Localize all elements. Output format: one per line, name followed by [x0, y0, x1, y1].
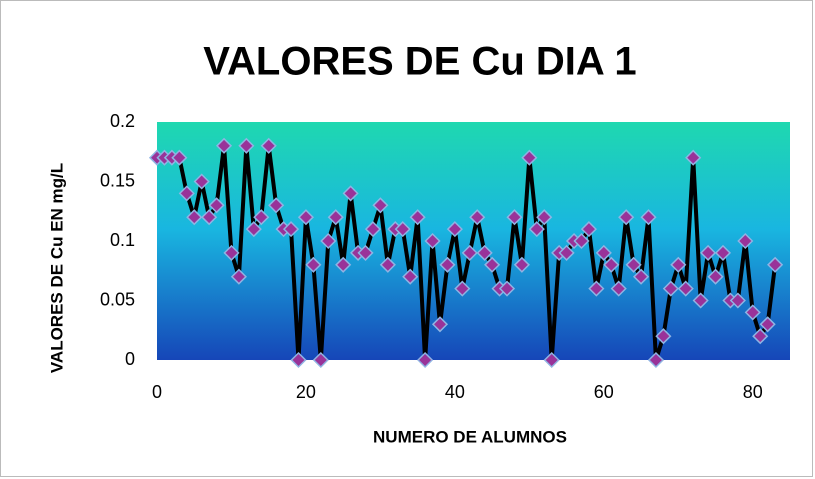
- data-point: [543, 351, 560, 369]
- data-point: [521, 149, 538, 166]
- data-point: [640, 209, 657, 226]
- data-point: [767, 256, 784, 273]
- data-point: [714, 244, 732, 261]
- y-tick-label: 0: [125, 349, 135, 369]
- chart-title: VALORES DE Cu DIA 1: [203, 40, 636, 84]
- data-point: [364, 221, 382, 238]
- data-point: [215, 137, 233, 154]
- data-point: [759, 316, 776, 333]
- data-point: [647, 351, 665, 369]
- data-point: [238, 137, 255, 154]
- y-axis-title: VALORES DE Cu EN mg/L: [47, 163, 66, 373]
- data-point: [260, 137, 277, 154]
- data-point: [588, 280, 605, 297]
- data-point: [178, 185, 195, 202]
- data-point: [312, 351, 329, 369]
- x-tick-label: 80: [743, 382, 763, 402]
- data-point: [186, 209, 203, 226]
- data-point: [476, 244, 493, 261]
- data-point: [342, 185, 359, 202]
- data-point: [439, 256, 456, 273]
- data-point: [595, 244, 612, 261]
- data-point: [558, 244, 575, 261]
- data-point: [357, 244, 374, 261]
- data-point: [685, 149, 702, 166]
- x-tick-label: 0: [152, 382, 162, 402]
- data-point: [335, 256, 352, 273]
- data-point: [700, 244, 717, 261]
- data-point: [327, 209, 344, 226]
- data-point: [431, 316, 449, 333]
- data-point: [394, 221, 411, 238]
- data-point: [469, 209, 486, 226]
- y-tick-label: 0.2: [110, 111, 135, 131]
- data-point: [282, 221, 300, 238]
- data-point: [692, 292, 709, 309]
- data-point: [245, 221, 262, 238]
- data-point: [498, 280, 516, 297]
- data-point: [230, 268, 247, 285]
- data-point: [446, 221, 463, 238]
- data-point: [625, 256, 642, 273]
- data-point: [223, 244, 240, 261]
- data-point: [580, 221, 597, 238]
- data-point: [417, 351, 434, 369]
- data-point: [484, 256, 501, 273]
- data-point: [201, 209, 218, 226]
- x-axis-title: NUMERO DE ALUMNOS: [373, 427, 567, 446]
- x-tick-label: 40: [445, 382, 465, 402]
- data-point: [528, 221, 545, 238]
- data-point: [707, 268, 724, 285]
- data-point: [290, 351, 307, 369]
- data-point: [208, 197, 225, 214]
- x-tick-label: 20: [296, 382, 316, 402]
- y-tick-label: 0.05: [100, 289, 135, 309]
- data-point: [610, 280, 627, 297]
- x-tick-label: 60: [594, 382, 614, 402]
- data-point: [454, 280, 471, 297]
- data-point: [268, 197, 285, 214]
- y-tick-label: 0.1: [110, 230, 135, 250]
- data-point: [677, 280, 694, 297]
- data-point: [573, 232, 590, 250]
- data-point: [171, 149, 188, 166]
- data-point: [513, 256, 530, 273]
- data-point: [506, 209, 523, 226]
- data-point: [424, 232, 441, 250]
- data-point: [662, 280, 679, 297]
- data-point: [461, 244, 478, 261]
- data-point: [253, 209, 270, 226]
- data-point: [379, 256, 396, 273]
- data-point: [372, 197, 389, 214]
- data-point: [409, 209, 426, 226]
- y-tick-label: 0.15: [100, 170, 135, 190]
- data-point: [297, 209, 315, 226]
- data-point: [744, 304, 761, 321]
- data-point: [536, 209, 553, 226]
- data-point: [632, 268, 650, 285]
- data-point: [737, 232, 754, 250]
- data-point: [402, 268, 419, 285]
- data-point: [193, 173, 210, 190]
- data-point: [655, 328, 672, 345]
- data-point: [320, 232, 337, 250]
- data-point: [305, 256, 322, 273]
- data-point: [603, 256, 620, 273]
- data-point: [752, 328, 769, 345]
- data-point: [729, 292, 746, 309]
- data-point: [618, 209, 635, 226]
- data-point: [670, 256, 687, 273]
